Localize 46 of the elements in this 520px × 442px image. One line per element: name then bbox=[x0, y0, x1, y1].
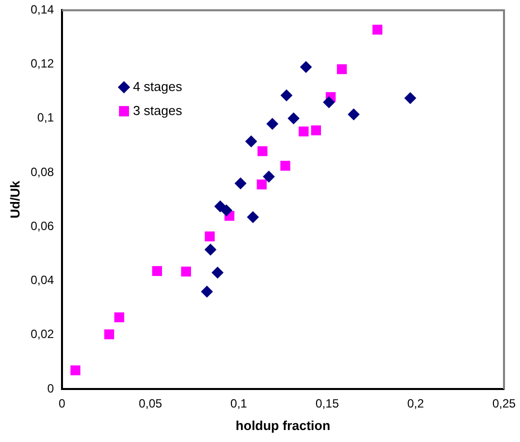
x-axis-title: holdup fraction bbox=[236, 418, 330, 433]
point bbox=[246, 211, 259, 224]
y-tick-label: 0,08 bbox=[30, 164, 54, 179]
y-tick-label: 0,02 bbox=[30, 327, 54, 342]
point bbox=[266, 118, 278, 130]
point bbox=[298, 126, 309, 136]
x-tick-label: 0,25 bbox=[492, 396, 516, 411]
point bbox=[234, 177, 247, 190]
point bbox=[372, 24, 382, 35]
y-tick-label: 0,14 bbox=[30, 2, 54, 17]
x-tick-label: 0 bbox=[58, 396, 66, 411]
point bbox=[204, 244, 216, 256]
point bbox=[104, 329, 114, 340]
point bbox=[404, 92, 416, 104]
x-tick-label: 0,2 bbox=[407, 396, 424, 411]
y-tick-label: 0,06 bbox=[30, 218, 54, 233]
point bbox=[114, 312, 124, 322]
point bbox=[245, 135, 258, 148]
y-tick-label: 0,12 bbox=[30, 56, 54, 71]
legend-label: 3 stages bbox=[132, 102, 183, 118]
point bbox=[311, 125, 321, 136]
x-tick-label: 0,1 bbox=[230, 396, 248, 411]
point bbox=[256, 180, 267, 190]
point bbox=[204, 231, 215, 242]
point bbox=[70, 365, 80, 376]
point bbox=[280, 89, 293, 102]
point bbox=[336, 64, 347, 74]
point bbox=[300, 61, 312, 74]
point bbox=[280, 160, 290, 171]
legend-label: 4 stages bbox=[132, 78, 183, 94]
y-tick-label: 0,1 bbox=[37, 110, 54, 125]
point bbox=[348, 108, 360, 120]
point bbox=[322, 96, 335, 108]
point bbox=[288, 112, 300, 124]
point bbox=[212, 266, 224, 279]
y-axis-title: Ud/Uk bbox=[7, 180, 22, 218]
y-tick-label: 0 bbox=[47, 381, 54, 396]
point bbox=[258, 146, 268, 156]
x-tick-label: 0,15 bbox=[316, 396, 340, 411]
point bbox=[181, 266, 192, 277]
point bbox=[152, 266, 162, 276]
point bbox=[262, 170, 275, 183]
y-tick-label: 0,04 bbox=[30, 273, 54, 288]
point bbox=[220, 204, 232, 216]
point bbox=[200, 286, 213, 298]
x-tick-label: 0,05 bbox=[138, 396, 162, 411]
